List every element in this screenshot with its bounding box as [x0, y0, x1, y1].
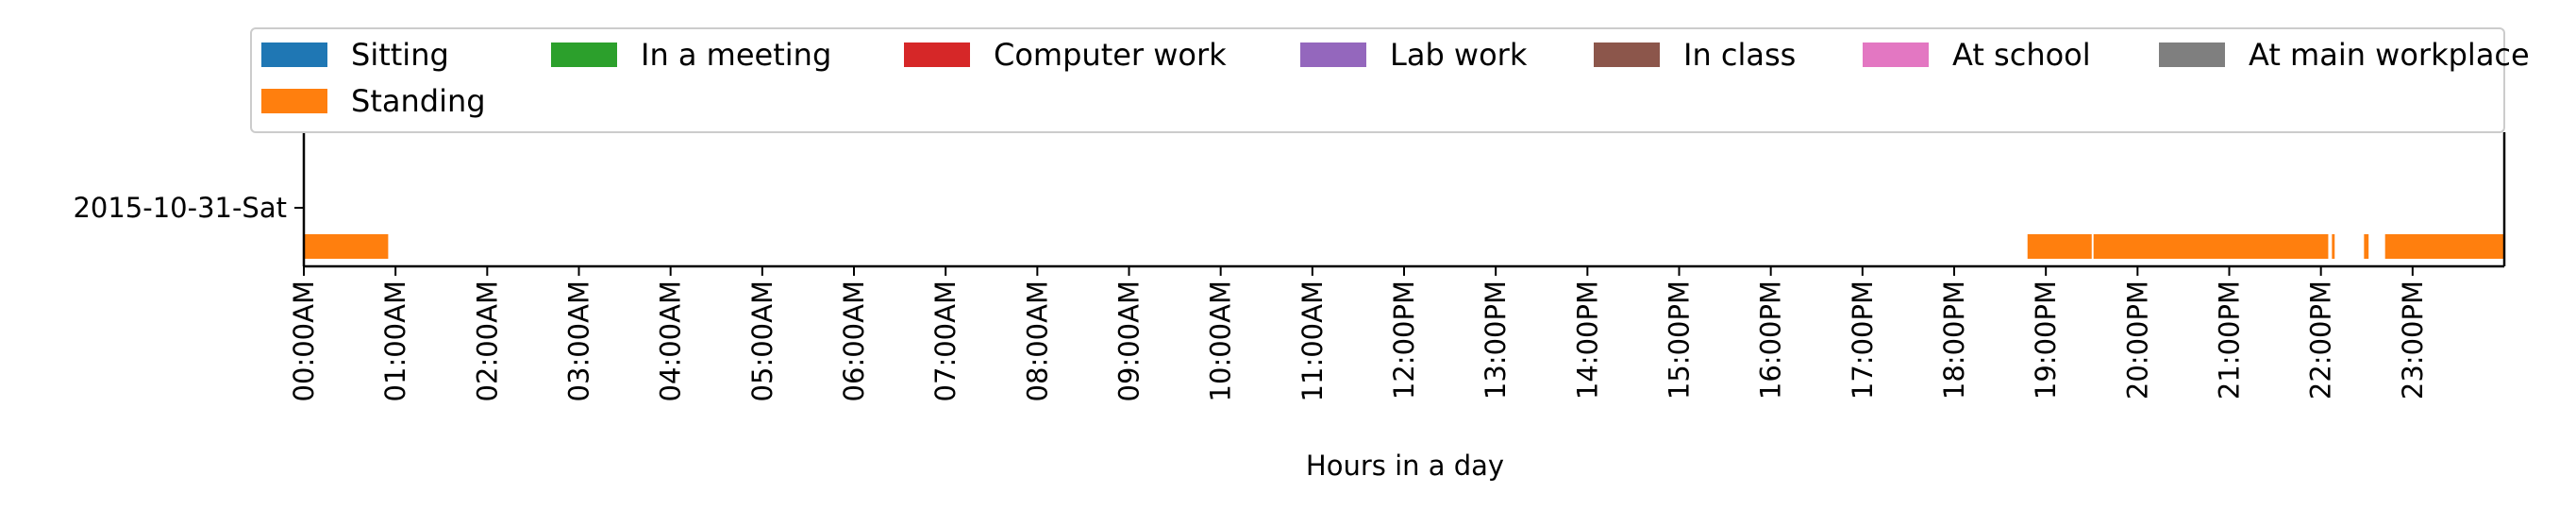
legend-label-at-school: At school — [1952, 37, 2091, 73]
bar-standing-4 — [2364, 234, 2369, 259]
x-tick-label: 02:00AM — [471, 280, 503, 401]
legend-label-at-main-workplace: At main workplace — [2249, 37, 2530, 73]
x-tick-label: 05:00AM — [746, 280, 778, 401]
legend-label-lab-work: Lab work — [1390, 37, 1528, 73]
x-tick-label: 01:00AM — [379, 280, 411, 401]
legend: Sitting In a meeting Computer work Lab work… — [250, 27, 2530, 133]
legend-label-sitting: Sitting — [351, 37, 449, 73]
x-tick-label: 21:00PM — [2214, 280, 2246, 400]
x-tick-label: 15:00PM — [1664, 280, 1696, 400]
legend-label-computer-work: Computer work — [994, 37, 1227, 73]
x-tick-label: 00:00AM — [288, 280, 320, 401]
legend-frame — [250, 27, 2505, 133]
x-tick-label: 22:00PM — [2305, 280, 2337, 400]
x-tick-label: 08:00AM — [1021, 280, 1053, 401]
x-tick-label: 16:00PM — [1755, 280, 1787, 400]
y-ticks: 2015-10-31-Sat — [73, 192, 304, 224]
x-tick-label: 20:00PM — [2121, 280, 2153, 400]
x-tick-label: 11:00AM — [1296, 280, 1329, 401]
x-tick-label: 04:00AM — [655, 280, 687, 401]
x-tick-label: 12:00PM — [1388, 280, 1420, 400]
x-ticks: 00:00AM 01:00AM 02:00AM 03:00AM 04:00AM 05:00… — [288, 266, 2429, 401]
legend-swatch-in-class — [1594, 42, 1660, 67]
bar-standing-1 — [2027, 234, 2092, 259]
legend-label-in-a-meeting: In a meeting — [641, 37, 831, 73]
legend-label-in-class: In class — [1683, 37, 1796, 73]
x-axis-label: Hours in a day — [1306, 450, 1504, 482]
legend-swatch-standing — [261, 89, 327, 113]
bars-layer — [304, 234, 2504, 259]
bar-standing-5 — [2384, 234, 2504, 259]
x-tick-label: 17:00PM — [1847, 280, 1879, 400]
x-tick-label: 07:00AM — [929, 280, 962, 401]
x-tick-label: 09:00AM — [1113, 280, 1146, 401]
x-tick-label: 03:00AM — [563, 280, 595, 401]
legend-swatch-in-a-meeting — [551, 42, 617, 67]
x-tick-label: 10:00AM — [1205, 280, 1237, 401]
legend-swatch-at-main-workplace — [2159, 42, 2225, 67]
y-tick-label: 2015-10-31-Sat — [73, 192, 287, 224]
x-tick-label: 14:00PM — [1571, 280, 1603, 400]
x-tick-label: 18:00PM — [1938, 280, 1970, 400]
bar-standing-2 — [2093, 234, 2329, 259]
bar-standing-0 — [304, 234, 389, 259]
x-tick-label: 13:00PM — [1480, 280, 1512, 400]
legend-swatch-sitting — [261, 42, 327, 67]
legend-swatch-computer-work — [904, 42, 970, 67]
x-tick-label: 19:00PM — [2030, 280, 2062, 400]
x-tick-label: 23:00PM — [2397, 280, 2429, 400]
x-tick-label: 06:00AM — [838, 280, 870, 401]
legend-swatch-at-school — [1863, 42, 1929, 67]
bar-standing-3 — [2332, 234, 2335, 259]
legend-label-standing: Standing — [351, 83, 486, 119]
legend-swatch-lab-work — [1300, 42, 1366, 67]
